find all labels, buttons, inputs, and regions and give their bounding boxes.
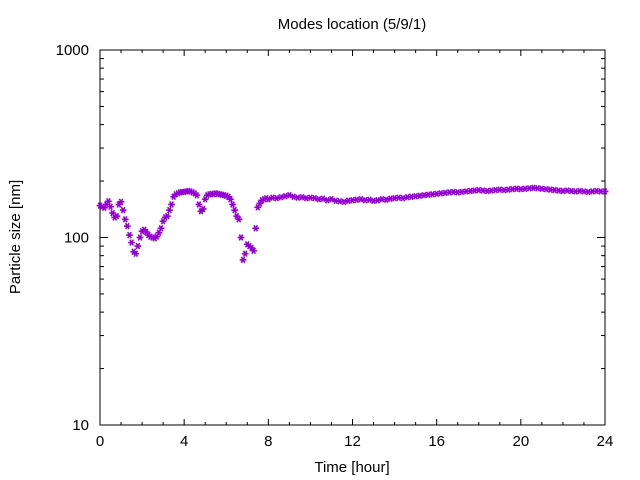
data-point	[235, 215, 243, 223]
data-point	[277, 193, 285, 201]
y-tick-label: 10	[72, 417, 89, 434]
data-point	[193, 191, 201, 199]
data-point	[365, 196, 373, 204]
data-point	[601, 188, 609, 195]
data-point	[311, 194, 319, 202]
data-point	[134, 242, 142, 250]
data-point	[340, 198, 348, 206]
data-point	[107, 203, 114, 211]
data-point	[199, 205, 207, 213]
data-point	[290, 193, 297, 201]
x-tick-label: 8	[264, 433, 272, 450]
data-point	[119, 206, 127, 214]
data-point	[298, 193, 306, 201]
data-point	[357, 195, 365, 203]
x-axis-tick-labels: 0 4 8 12 16 20 24	[96, 433, 614, 450]
data-point	[229, 201, 236, 208]
data-point	[168, 201, 175, 208]
x-axis-ticks	[99, 50, 606, 425]
x-tick-label: 20	[512, 433, 529, 450]
y-axis-tick-labels: 10 100 1000	[56, 42, 89, 434]
y-tick-label: 1000	[56, 42, 89, 59]
data-point	[273, 194, 281, 202]
data-point	[123, 222, 131, 230]
data-point	[195, 201, 203, 208]
data-series	[96, 184, 609, 264]
x-tick-label: 16	[428, 433, 445, 450]
data-point	[231, 206, 239, 214]
data-point	[132, 250, 140, 258]
data-point	[163, 212, 171, 220]
data-point	[126, 231, 133, 239]
data-point	[105, 197, 112, 205]
chart-title: Modes location (5/9/1)	[278, 16, 426, 33]
data-point	[399, 194, 407, 202]
data-point	[128, 239, 135, 246]
y-axis-label: Particle size [nm]	[7, 180, 24, 294]
data-point	[281, 192, 289, 200]
x-tick-label: 12	[344, 433, 361, 450]
x-axis-label: Time [hour]	[314, 459, 389, 476]
data-point	[237, 234, 245, 241]
data-point	[374, 196, 382, 204]
data-point	[252, 224, 260, 232]
x-tick-label: 4	[180, 433, 188, 450]
data-point	[382, 196, 390, 204]
plot-area	[96, 49, 609, 426]
data-point	[250, 247, 258, 255]
data-point	[157, 224, 165, 232]
data-point	[241, 250, 249, 258]
plot-frame	[99, 49, 606, 426]
x-tick-label: 24	[597, 433, 614, 450]
data-point	[136, 234, 144, 241]
data-point	[227, 195, 234, 203]
data-point	[166, 206, 173, 214]
data-point	[113, 212, 121, 220]
data-point	[323, 196, 331, 204]
x-tick-label: 0	[96, 433, 104, 450]
data-point	[239, 256, 247, 264]
data-point	[121, 215, 129, 223]
y-axis-ticks	[100, 49, 605, 426]
data-point	[117, 198, 125, 206]
y-tick-label: 100	[64, 230, 89, 247]
